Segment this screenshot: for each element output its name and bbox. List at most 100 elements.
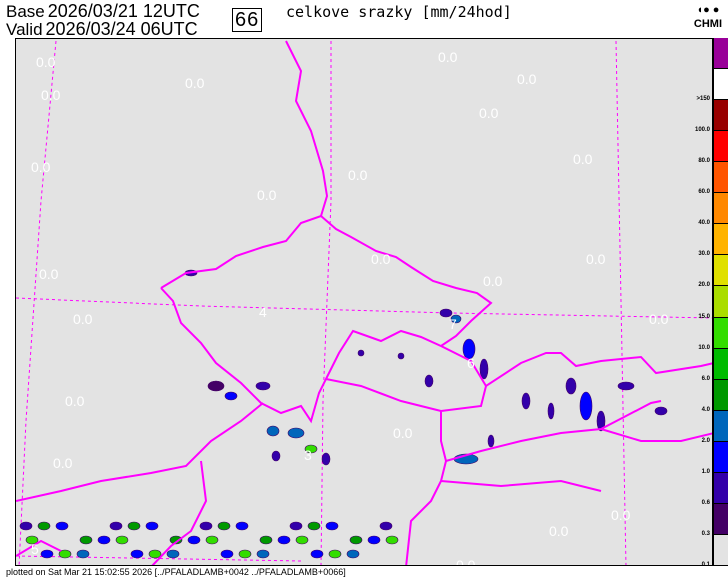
legend-swatch	[714, 441, 728, 473]
country-border	[440, 345, 712, 388]
precipitation-area	[127, 521, 141, 531]
precipitation-area	[579, 391, 593, 421]
footer-plot-info: plotted on Sat Mar 21 15:02:55 2026 [../…	[0, 566, 728, 578]
precipitation-area	[148, 549, 162, 559]
precipitation-area	[450, 314, 462, 324]
precipitation-area	[479, 358, 489, 380]
precipitation-area	[295, 535, 309, 545]
logo-mark-icon: ◖● ●	[696, 4, 720, 16]
graticule-line	[18, 40, 57, 565]
precip-value-label: 0.0	[39, 266, 59, 282]
precip-value-label: 0.0	[371, 251, 391, 267]
legend-swatch	[714, 193, 728, 225]
country-border	[440, 385, 662, 463]
precipitation-area	[255, 381, 271, 391]
precipitation-area	[487, 434, 495, 448]
country-border	[160, 214, 493, 424]
precip-value-label: 0.0	[611, 507, 631, 523]
legend-label: 10.0	[698, 344, 710, 351]
precipitation-area	[349, 535, 363, 545]
precipitation-area	[385, 535, 399, 545]
precipitation-area	[238, 549, 252, 559]
precipitation-area	[115, 535, 129, 545]
precipitation-area	[346, 549, 360, 559]
precip-value-label: 0.0	[573, 151, 593, 167]
precip-value-label: 4	[259, 304, 267, 320]
precipitation-area	[271, 450, 281, 462]
precipitation-area	[217, 521, 231, 531]
legend-swatch	[714, 348, 728, 380]
precipitation-area	[565, 377, 577, 395]
base-value: 2026/03/21 12UTC	[47, 1, 200, 21]
precip-value-label: 0.0	[41, 87, 61, 103]
precipitation-area	[357, 349, 365, 357]
country-border	[16, 402, 264, 502]
precip-value-label: 0.0	[65, 393, 85, 409]
legend-swatch	[714, 472, 728, 504]
precipitation-area	[37, 521, 51, 531]
precip-value-label: 3	[304, 447, 312, 463]
precip-value-label: 0.0	[53, 455, 73, 471]
logo-text: CHMI	[693, 18, 722, 30]
precipitation-area	[325, 521, 339, 531]
precipitation-area	[596, 410, 606, 432]
precipitation-area	[220, 549, 234, 559]
precip-value-label: 0.0	[456, 557, 476, 566]
legend-label: 0.1	[701, 562, 710, 568]
header: Base 2026/03/21 12UTC Valid 2026/03/24 06U…	[0, 0, 728, 39]
country-border	[600, 428, 712, 442]
precipitation-area	[256, 549, 270, 559]
precipitation-area	[55, 521, 69, 531]
forecast-hour: 66	[232, 8, 263, 32]
legend-label: 2.0	[701, 437, 710, 444]
legend-label: 0.3	[701, 530, 710, 537]
precipitation-area	[207, 380, 225, 392]
precip-value-label: 0.0	[185, 75, 205, 91]
valid-label: Valid	[6, 20, 43, 39]
legend-label: 4.0	[701, 406, 710, 413]
precip-value-label: 0.0	[31, 159, 51, 175]
precipitation-area	[424, 374, 434, 388]
legend-swatch	[714, 317, 728, 349]
graticule-line	[16, 297, 712, 319]
precipitation-area	[205, 535, 219, 545]
legend-label: 60.0	[698, 189, 710, 196]
precip-value-label: 0.0	[483, 273, 503, 289]
valid-time: Valid 2026/03/24 06UTC	[6, 20, 198, 39]
precipitation-area	[97, 535, 111, 545]
precipitation-area	[19, 521, 33, 531]
legend-swatch	[714, 255, 728, 287]
precip-value-label: 0.0	[393, 425, 413, 441]
country-border	[285, 40, 329, 217]
graticule-line	[615, 40, 627, 565]
legend-swatch	[714, 379, 728, 411]
legend-swatch	[714, 286, 728, 318]
graticule-line	[320, 41, 332, 565]
legend-label: 6.0	[701, 375, 710, 382]
precipitation-area	[328, 549, 342, 559]
valid-value: 2026/03/24 06UTC	[45, 19, 198, 39]
precipitation-area	[130, 549, 144, 559]
base-time: Base 2026/03/21 12UTC	[6, 2, 200, 21]
precipitation-area	[79, 535, 93, 545]
precipitation-area	[224, 391, 238, 401]
precipitation-area	[166, 549, 180, 559]
legend-swatch	[714, 38, 728, 70]
precip-value-label: 0.0	[479, 105, 499, 121]
country-border	[16, 539, 62, 557]
precipitation-area	[277, 535, 291, 545]
map-canvas	[16, 40, 712, 565]
precipitation-map: 0.0 0.0 0.0 0.0 0.0 0.0 0.0 0.0 0.0 0.0 0.0 0.0 0.0 0…	[15, 38, 713, 566]
precipitation-area	[439, 308, 453, 318]
precip-value-label: 7	[449, 316, 457, 332]
precip-value-label: 0.0	[438, 49, 458, 65]
precip-value-label: 0.0	[36, 54, 56, 70]
legend-swatch	[714, 131, 728, 163]
precip-value-label: 0.0	[257, 187, 277, 203]
legend-label: 30.0	[698, 251, 710, 258]
precip-value-label: 6	[467, 355, 475, 371]
precipitation-area	[321, 452, 331, 466]
country-border	[405, 460, 447, 565]
legend-label: 20.0	[698, 282, 710, 289]
precipitation-area	[169, 535, 183, 545]
